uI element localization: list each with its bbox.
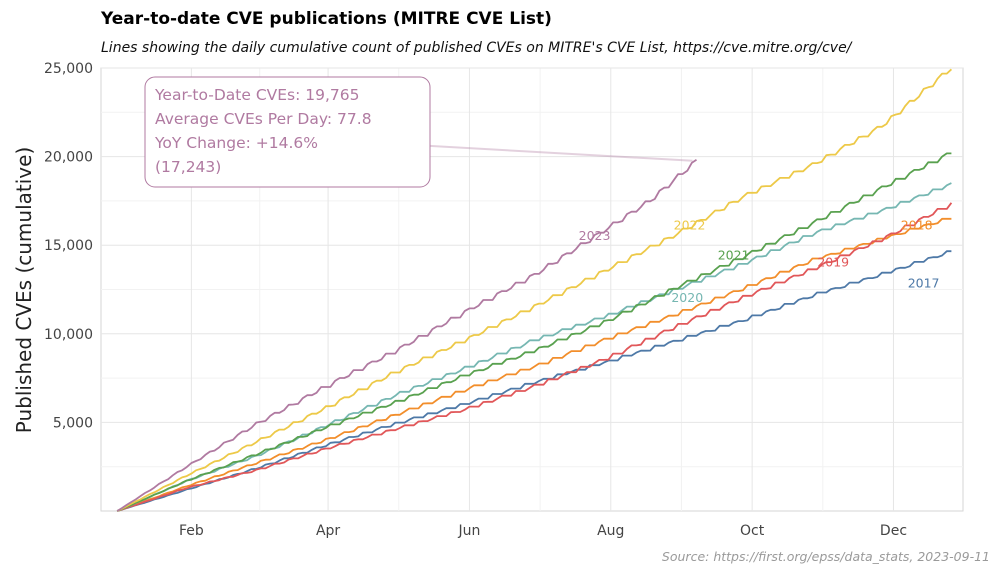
y-axis-ticks: 5,000 10,000 15,000 20,000 25,000	[44, 61, 93, 431]
annotation-line-ytd: Year-to-Date CVEs: 19,765	[154, 86, 360, 104]
series-line-2021	[116, 152, 952, 512]
series-line-2019	[116, 202, 953, 512]
x-tick-label: Oct	[740, 523, 765, 539]
x-tick-label: Feb	[179, 523, 204, 539]
annotation-callout: Year-to-Date CVEs: 19,765 Average CVEs P…	[144, 76, 693, 188]
series-label-2021: 2021	[718, 247, 750, 262]
series-label-2020: 2020	[671, 290, 703, 305]
series-lines	[116, 68, 953, 512]
y-tick-label: 25,000	[44, 61, 93, 77]
series-line-2018	[116, 217, 952, 512]
y-tick-label: 10,000	[44, 327, 93, 343]
y-tick-label: 20,000	[44, 150, 93, 166]
series-label-2019: 2019	[817, 254, 849, 269]
x-axis-ticks: Feb Apr Jun Aug Oct Dec	[179, 523, 907, 539]
series-label-2023: 2023	[579, 228, 611, 243]
series-label-2018: 2018	[901, 217, 933, 232]
series-labels: 2017 2018 2019 2020 2021 2022 2023	[579, 217, 940, 305]
annotation-line-yoy: YoY Change: +14.6%	[154, 134, 318, 152]
annotation-line-prev: (17,243)	[155, 158, 221, 176]
series-label-2017: 2017	[908, 276, 940, 291]
series-line-2023	[116, 158, 697, 512]
chart-caption: Source: https://first.org/epss/data_stat…	[661, 549, 990, 564]
annotation-box	[144, 76, 431, 188]
annotation-line-avg: Average CVEs Per Day: 77.8	[155, 110, 372, 128]
x-tick-label: Aug	[597, 523, 624, 539]
x-tick-label: Jun	[457, 523, 480, 539]
chart-subtitle: Lines showing the daily cumulative count…	[101, 40, 852, 56]
chart-title: Year-to-date CVE publications (MITRE CVE…	[101, 9, 552, 29]
series-label-2022: 2022	[674, 217, 706, 232]
x-tick-label: Apr	[316, 523, 340, 539]
series-line-2022	[116, 68, 953, 512]
y-tick-label: 5,000	[53, 415, 93, 431]
y-tick-label: 15,000	[44, 238, 93, 254]
x-tick-label: Dec	[880, 523, 907, 539]
